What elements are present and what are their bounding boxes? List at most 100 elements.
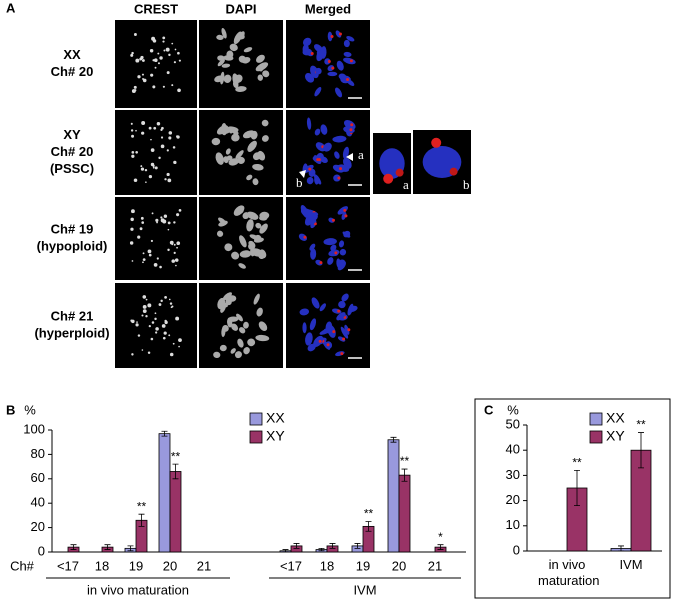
chromosome <box>253 293 260 305</box>
error-bar <box>282 549 289 553</box>
chromosome <box>216 230 224 237</box>
signal-dot <box>141 131 145 135</box>
signal-dot <box>141 221 145 224</box>
x-tick-label: 19 <box>356 558 370 573</box>
signal-dot <box>157 52 160 55</box>
chromosome <box>221 27 227 39</box>
signal-dot <box>147 351 151 354</box>
chromosome <box>323 142 332 152</box>
signal-dot <box>148 253 152 257</box>
signal-dot <box>176 135 180 139</box>
signal-dot <box>158 156 161 160</box>
signal-dot <box>160 136 164 139</box>
signal-dot <box>173 243 176 246</box>
signal-dot <box>139 227 143 231</box>
signal-dot <box>168 334 171 337</box>
signal-dot <box>178 338 182 343</box>
signal-dot <box>175 264 177 267</box>
chromosome <box>328 249 340 257</box>
signal-dot <box>159 56 163 60</box>
signal-dot <box>166 149 169 152</box>
signal-dot <box>135 58 140 63</box>
signal-dot <box>130 129 134 132</box>
y-tick-label: 20 <box>31 519 45 534</box>
micrograph <box>115 283 197 368</box>
micrograph <box>115 197 197 280</box>
chromosome <box>218 217 226 224</box>
signal-dot <box>152 39 157 43</box>
chromosome <box>333 174 341 182</box>
chromosome <box>250 248 256 257</box>
signal-dot <box>135 129 137 132</box>
y-tick-label: 0 <box>38 543 45 558</box>
chromosome <box>255 222 262 229</box>
row-label: Ch# 19 <box>51 221 94 236</box>
chromosome <box>304 72 315 83</box>
signal-dot <box>137 75 141 79</box>
chromosome <box>221 63 231 68</box>
chromosome <box>342 146 350 159</box>
chromosome <box>338 259 346 267</box>
chromosome <box>220 303 227 313</box>
chromosome <box>302 37 312 47</box>
chromosome <box>323 238 337 246</box>
y-tick-label: 50 <box>506 416 520 431</box>
chromosome <box>230 348 236 354</box>
error-bar <box>401 468 408 482</box>
chromosome <box>222 292 233 301</box>
chromosome <box>299 308 310 316</box>
chromosome <box>339 248 347 256</box>
signal-dot <box>133 178 138 182</box>
significance-mark: ** <box>364 507 374 521</box>
chromosome <box>259 211 270 220</box>
chromosome <box>305 332 313 346</box>
signal-dot <box>164 319 167 323</box>
chromosome <box>246 174 253 181</box>
micrograph <box>286 110 370 195</box>
signal-dot <box>349 59 353 63</box>
signal-dot <box>167 221 171 225</box>
row-label: Ch# 20 <box>51 144 94 159</box>
chromosome <box>261 119 269 127</box>
signal-dot <box>155 331 158 334</box>
signal-dot <box>316 158 320 162</box>
signal-dot <box>152 166 155 169</box>
chromosome <box>327 65 335 72</box>
signal-dot <box>134 89 137 92</box>
signal-dot <box>145 181 147 183</box>
signal-dot <box>154 66 157 69</box>
signal-dot <box>140 165 143 167</box>
chromosome <box>231 133 240 142</box>
signal-dot <box>169 240 174 245</box>
x-tick-label: IVM <box>619 557 643 572</box>
bar <box>158 433 171 553</box>
chromosome <box>217 59 225 67</box>
chromosome <box>343 39 350 48</box>
signal-dot <box>153 126 157 130</box>
chromosome <box>314 86 322 97</box>
chromosome <box>332 136 347 143</box>
signal-dot <box>141 349 144 351</box>
signal-dot <box>148 175 153 179</box>
chromosome <box>344 324 350 335</box>
chromosome <box>228 295 237 302</box>
chromosome <box>227 317 233 328</box>
chromosome <box>248 240 255 247</box>
signal-dot <box>149 48 154 53</box>
signal-dot <box>140 216 144 220</box>
x-tick-label: 20 <box>163 558 177 573</box>
chromosome <box>234 351 242 359</box>
error-bar <box>638 432 644 469</box>
chromosome <box>348 305 358 312</box>
signal-dot <box>142 78 147 83</box>
signal-dot <box>142 305 147 309</box>
legend-label: XY <box>266 428 285 444</box>
chromosome <box>335 30 342 38</box>
signal-dot <box>318 339 322 343</box>
chromosome <box>258 64 264 72</box>
signal-dot <box>130 217 134 222</box>
row-label: XX <box>63 47 81 62</box>
chromosome <box>252 178 259 186</box>
chromosome <box>217 127 231 135</box>
signal-dot <box>303 235 307 239</box>
